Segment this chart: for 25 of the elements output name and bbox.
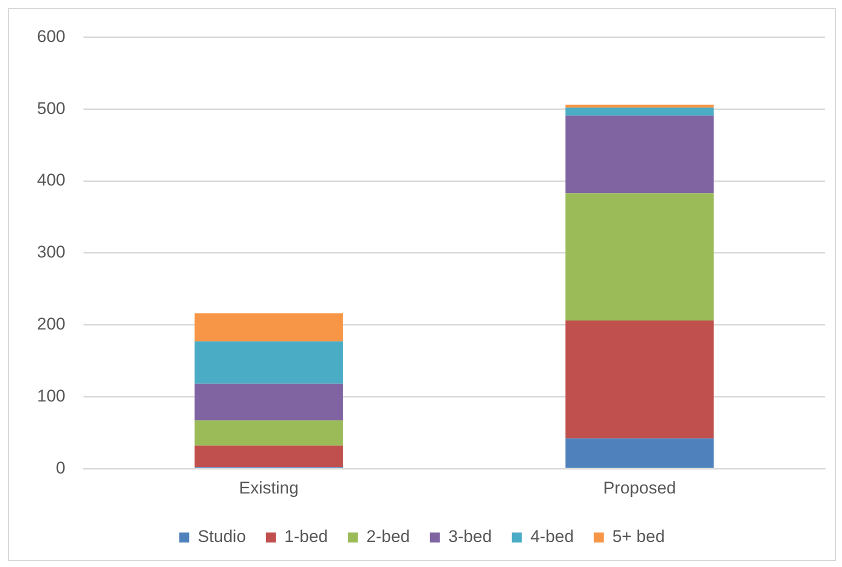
x-tick-label: Existing — [239, 478, 299, 498]
bar — [194, 384, 343, 420]
legend-label: 5+ bed — [612, 527, 665, 546]
bar — [194, 446, 343, 468]
y-tick-label: 500 — [36, 98, 66, 118]
bar — [194, 313, 343, 342]
x-tick-label: Proposed — [603, 478, 676, 498]
legend-label: 3-bed — [448, 527, 492, 546]
bar — [565, 320, 714, 438]
y-tick-label: 0 — [56, 458, 66, 478]
legend-label: Studio — [198, 527, 246, 546]
bar — [565, 438, 714, 468]
bar — [194, 341, 343, 384]
y-tick-label: 600 — [36, 26, 66, 46]
legend-label: 2-bed — [366, 527, 410, 546]
bar — [565, 116, 714, 194]
legend-label: 4-bed — [530, 527, 574, 546]
y-tick-label: 100 — [36, 386, 66, 406]
y-tick-label: 300 — [36, 242, 66, 262]
y-tick-label: 200 — [36, 314, 66, 334]
bar — [194, 420, 343, 446]
bar — [565, 108, 714, 116]
y-tick-label: 400 — [36, 170, 66, 190]
bar — [565, 193, 714, 320]
legend-label: 1-bed — [284, 527, 328, 546]
